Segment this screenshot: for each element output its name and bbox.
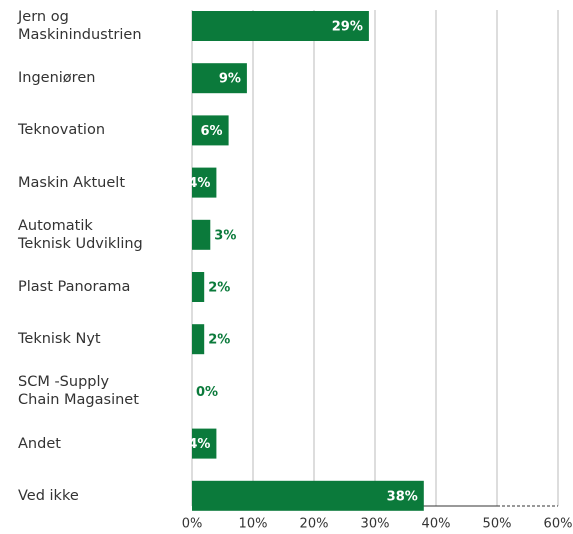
x-tick-label: 60% <box>544 517 573 532</box>
category-label: Automatik Teknisk Udvikling <box>18 217 143 252</box>
category-label: Teknisk Nyt <box>18 331 101 348</box>
value-label: 0% <box>196 385 218 400</box>
x-tick-label: 20% <box>300 517 329 532</box>
value-label: 2% <box>208 281 230 296</box>
bar <box>192 480 424 511</box>
bar <box>192 272 205 302</box>
bar <box>192 428 217 459</box>
value-label: 4% <box>188 437 210 452</box>
value-label: 38% <box>387 489 418 504</box>
category-label: Ved ikke <box>18 487 79 504</box>
category-label: Ingeniøren <box>18 70 96 87</box>
x-tick-label: 0% <box>182 517 203 532</box>
value-label: 9% <box>219 72 241 87</box>
bar <box>192 11 369 41</box>
x-tick-label: 40% <box>422 517 451 532</box>
x-tick-label: 30% <box>361 517 390 532</box>
bar <box>192 167 217 198</box>
category-label: Andet <box>18 435 61 452</box>
x-tick-label: 10% <box>239 517 268 532</box>
category-label: Maskin Aktuelt <box>18 174 126 191</box>
bar <box>192 324 205 355</box>
category-label: Teknovation <box>18 122 106 139</box>
x-tick-label: 50% <box>483 517 512 532</box>
bar <box>192 219 211 250</box>
value-label: 29% <box>332 20 363 35</box>
category-label: Jern og Maskinindustrien <box>18 9 142 43</box>
bar <box>192 63 247 94</box>
value-label: 6% <box>201 124 223 139</box>
value-label: 2% <box>208 333 230 348</box>
category-label: SCM -Supply Chain Magasinet <box>18 374 139 409</box>
category-label: Plast Panorama <box>18 279 131 295</box>
value-label: 3% <box>214 228 236 243</box>
bar <box>192 115 229 146</box>
value-label: 4% <box>188 176 210 191</box>
